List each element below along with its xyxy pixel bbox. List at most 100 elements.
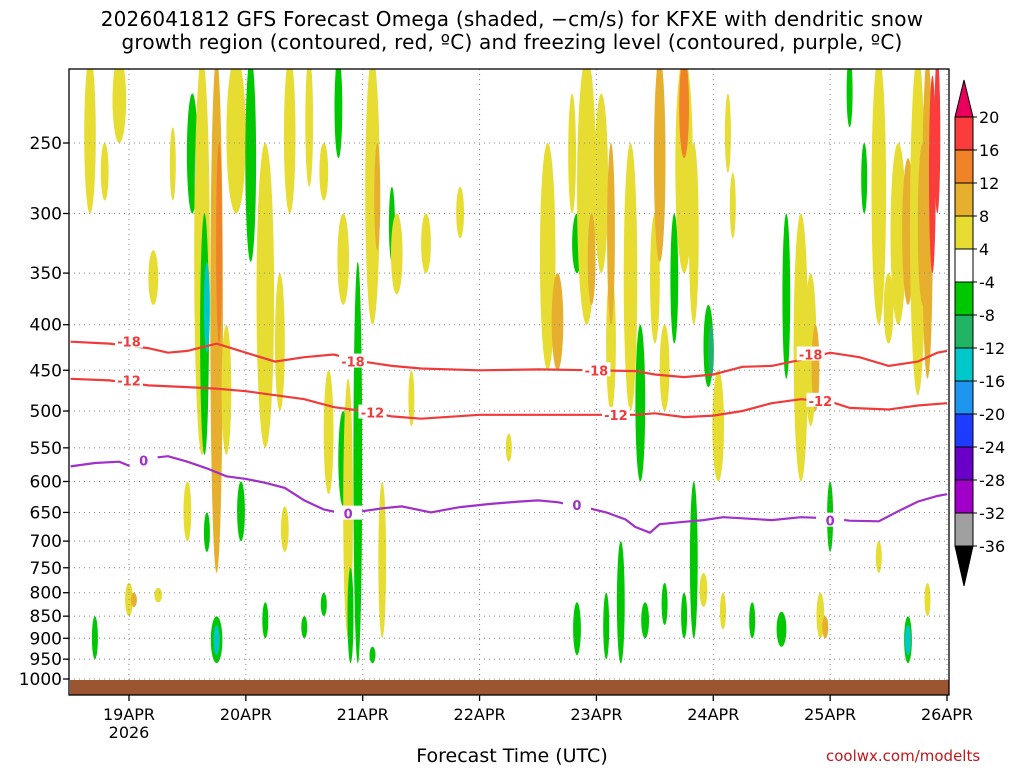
contour-label-bg xyxy=(334,505,363,520)
colorbar-label: -28 xyxy=(979,471,1005,490)
omega-cell xyxy=(551,273,564,371)
contour-label-bg xyxy=(601,406,630,421)
contour-label: -12 xyxy=(809,395,833,410)
omega-cell xyxy=(688,143,699,325)
omega-cell xyxy=(130,592,137,607)
y-tick-label: 250 xyxy=(30,134,62,154)
omega-cell xyxy=(213,625,220,656)
y-tick-label: 300 xyxy=(30,204,62,224)
colorbar-box xyxy=(954,413,974,448)
y-tick-label: 350 xyxy=(30,264,62,284)
contour-label: -18 xyxy=(341,356,365,371)
colorbar-box xyxy=(954,281,974,316)
omega-cell xyxy=(421,213,431,274)
colorbar-box xyxy=(954,215,974,250)
omega-cell xyxy=(148,250,159,305)
colorbar-bottom-arrow xyxy=(954,545,974,587)
y-tick-label: 500 xyxy=(30,402,62,422)
colorbar-label: -20 xyxy=(979,405,1005,424)
contour-label-bg xyxy=(115,333,143,348)
contour-label: 0 xyxy=(572,499,581,514)
omega-cell xyxy=(91,616,98,660)
omega-cell xyxy=(875,541,882,573)
contour-label-bg xyxy=(129,452,158,467)
y-tick-label: 900 xyxy=(30,629,62,649)
omega-cell xyxy=(369,646,376,664)
omega-cell xyxy=(635,324,646,482)
omega-cell xyxy=(724,93,731,173)
y-tick-label: 400 xyxy=(30,316,62,336)
y-tick-label: 700 xyxy=(30,532,62,552)
colorbar-label: 16 xyxy=(979,141,999,160)
contour-label-bg xyxy=(115,372,143,387)
y-tick-label: 850 xyxy=(30,607,62,627)
omega-cell xyxy=(749,602,756,639)
x-axis-label: Forecast Time (UTC) xyxy=(416,745,608,767)
omega-cell xyxy=(505,433,512,462)
x-tick-label: 23APR xyxy=(570,705,622,724)
omega-cell xyxy=(391,213,403,295)
colorbar-label: -8 xyxy=(979,306,995,325)
omega-cell xyxy=(924,582,931,617)
omega-cell xyxy=(659,324,670,411)
chart-title-line2: growth region (contoured, red, ºC) and f… xyxy=(121,30,903,54)
colorbar-box xyxy=(954,314,974,349)
omega-cell xyxy=(334,69,343,159)
omega-cell xyxy=(661,582,668,626)
colorbar-top-arrow xyxy=(954,79,974,118)
plot-frame xyxy=(68,68,950,696)
temperature-contours: -18 -18 -18 -18 -12 -12 -12 -12 0 0 0 0 xyxy=(70,333,948,534)
omega-cell xyxy=(861,143,868,214)
colorbar-label: 12 xyxy=(979,174,999,193)
colorbar-label: -32 xyxy=(979,504,1005,523)
omega-cell xyxy=(606,273,616,411)
omega-cell xyxy=(374,143,381,251)
pressure-axis: 2503003504004505005506006507007508008509… xyxy=(19,134,69,690)
omega-cell xyxy=(871,69,887,325)
omega-cell xyxy=(237,481,245,542)
colorbar-box xyxy=(954,380,974,415)
omega-cell xyxy=(811,324,820,411)
colorbar-box xyxy=(954,347,974,382)
x-tick-label: 26APR xyxy=(921,705,973,724)
omega-cell xyxy=(169,127,176,201)
y-tick-label: 800 xyxy=(30,584,62,604)
contour-label-bg xyxy=(358,404,387,419)
omega-cell xyxy=(653,69,666,262)
contour-label: -18 xyxy=(585,364,609,379)
omega-cell xyxy=(623,143,638,411)
omega-cell xyxy=(408,370,415,427)
omega-cell xyxy=(905,625,911,656)
omega-cell xyxy=(365,69,380,325)
contour-label: 0 xyxy=(826,515,835,530)
colorbar-box xyxy=(954,182,974,217)
omega-cell xyxy=(539,143,556,371)
omega-cell xyxy=(305,69,314,187)
contour-label: -18 xyxy=(799,348,823,363)
omega-cell xyxy=(183,481,192,542)
chart-title-line1: 2026041812 GFS Forecast Omega (shaded, −… xyxy=(100,7,924,31)
contour-label: -12 xyxy=(604,409,628,424)
omega-cell xyxy=(203,512,210,552)
colorbar-box xyxy=(954,116,974,151)
contour-label: 0 xyxy=(344,508,353,523)
colorbar-label: 20 xyxy=(979,108,999,127)
y-tick-label: 650 xyxy=(30,503,62,523)
colorbar-label: 4 xyxy=(979,240,989,259)
omega-cell xyxy=(681,592,688,639)
omega-cell xyxy=(846,69,853,128)
omega-cell xyxy=(670,213,679,344)
colorbar: 20 16 12 8 4 -4 -8 -12 -16 -20 -24 -28 -32 -36 xyxy=(954,79,1005,587)
credit-text: coolwx.com/modelts xyxy=(826,747,981,765)
omega-cell xyxy=(782,213,791,379)
colorbar-box xyxy=(954,149,974,184)
omega-cell xyxy=(154,587,163,603)
contour-label-bg xyxy=(582,362,611,377)
omega-cell xyxy=(594,93,609,274)
y-tick-label: 600 xyxy=(30,472,62,492)
omega-cell xyxy=(84,69,96,214)
omega-cell xyxy=(699,572,708,607)
ground-surface xyxy=(70,680,949,695)
